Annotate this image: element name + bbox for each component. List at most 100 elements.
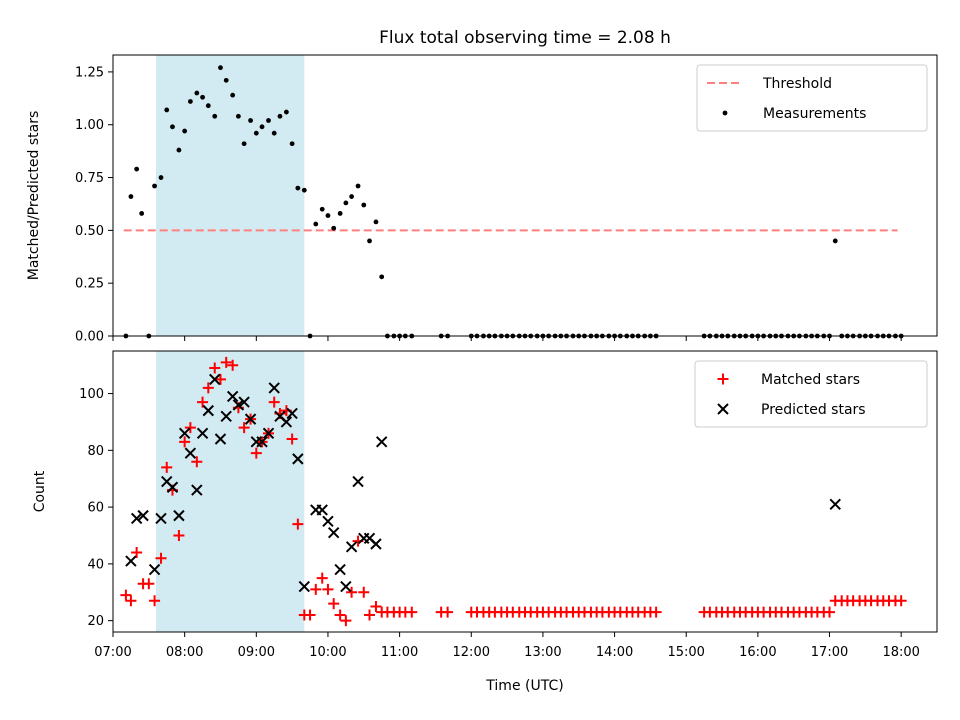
data-point: [358, 586, 370, 598]
data-point: [155, 512, 167, 525]
y-axis-label: Count: [32, 470, 48, 512]
data-point: [283, 109, 289, 115]
x-tick-label: 16:00: [739, 645, 776, 660]
data-point: [250, 447, 262, 459]
data-point: [349, 194, 355, 199]
data-point: [212, 113, 218, 119]
data-point: [364, 609, 376, 621]
data-point: [316, 572, 328, 584]
legend-box: [696, 64, 928, 132]
data-point: [173, 509, 185, 522]
data-point: [367, 238, 372, 244]
x-tick-label: 18:00: [882, 645, 919, 660]
data-point: [304, 609, 316, 621]
data-point: [241, 141, 247, 147]
data-point: [256, 436, 268, 448]
y-tick-label: 0.00: [75, 330, 104, 345]
x-tick-label: 10:00: [309, 645, 346, 660]
y-tick-label: 100: [79, 387, 104, 402]
data-point: [895, 595, 907, 607]
data-point: [128, 194, 134, 199]
data-point: [131, 547, 143, 559]
data-point: [248, 118, 253, 123]
data-point: [292, 453, 304, 465]
data-point: [125, 555, 137, 567]
data-point: [829, 498, 841, 510]
data-point: [184, 422, 196, 434]
data-point: [337, 211, 343, 216]
data-point: [230, 92, 236, 98]
series-matched-stars: [120, 356, 907, 627]
y-tick-label: 20: [87, 614, 104, 629]
y-tick-label: 0.75: [75, 171, 104, 186]
data-point: [148, 563, 161, 576]
data-point: [370, 538, 382, 550]
legend-label: Matched stars: [761, 372, 860, 388]
data-point: [355, 183, 361, 189]
x-axis-label: Time (UTC): [485, 678, 563, 694]
data-point: [238, 422, 250, 434]
observing-interval-band: [155, 55, 305, 336]
data-point: [176, 147, 182, 153]
data-point: [262, 427, 275, 440]
data-point: [194, 90, 200, 96]
y-tick-label: 40: [87, 557, 104, 572]
data-point: [316, 504, 328, 516]
data-point: [824, 606, 836, 618]
data-point: [232, 399, 245, 411]
data-point: [120, 589, 132, 601]
data-point: [319, 206, 325, 212]
data-point: [301, 187, 307, 193]
data-point: [200, 94, 205, 100]
series-measurements: [123, 65, 904, 339]
data-point: [223, 77, 229, 83]
top-panel-ratio: 0.00 0.25 0.50 0.75 1.00 1.25 Matched/Predicte…: [26, 54, 938, 345]
legend: Threshold Measurements: [696, 64, 928, 132]
x-tick-label: 09:00: [238, 645, 275, 660]
y-axis-label: Matched/Predicted stars: [26, 111, 42, 281]
data-point: [352, 475, 364, 488]
data-point: [158, 175, 164, 180]
data-point: [149, 595, 161, 607]
data-point: [235, 113, 241, 119]
data-point: [370, 600, 382, 612]
data-point: [277, 113, 283, 119]
data-point: [166, 481, 179, 493]
data-point: [191, 456, 203, 468]
y-tick-label: 60: [87, 501, 104, 516]
legend-label: Threshold: [762, 76, 832, 92]
data-point: [373, 219, 379, 225]
legend-label: Predicted stars: [761, 402, 866, 418]
data-point: [271, 130, 277, 136]
data-point: [220, 356, 232, 368]
data-point: [253, 130, 259, 136]
data-point: [340, 580, 352, 593]
data-point: [197, 396, 209, 408]
data-point: [184, 447, 197, 459]
data-point: [191, 484, 203, 496]
y-tick-label: 1.00: [75, 118, 104, 133]
data-point: [343, 200, 349, 206]
data-point: [202, 382, 214, 394]
data-point: [134, 166, 140, 172]
data-point: [164, 107, 170, 113]
data-point: [334, 563, 346, 576]
data-point: [328, 598, 340, 610]
chart-title: Flux total observing time = 2.08 h: [379, 28, 671, 48]
legend-label: Measurements: [763, 106, 866, 122]
x-tick-label: 14:00: [596, 645, 633, 660]
data-point: [173, 529, 185, 541]
data-point: [187, 99, 193, 104]
data-point: [161, 461, 173, 473]
data-point: [182, 128, 188, 134]
y-tick-label: 0.50: [75, 224, 104, 239]
data-point: [268, 382, 280, 394]
legend-swatch: [722, 110, 728, 116]
bottom-panel-counts: 20 40 60 80 100 07:00 08:00 09:00 10:00 11:00 12:0…: [32, 350, 938, 660]
data-point: [170, 124, 175, 130]
data-point: [346, 586, 358, 598]
data-point: [244, 413, 257, 425]
data-point: [361, 202, 367, 208]
x-tick-label: 12:00: [453, 645, 490, 660]
data-point: [375, 436, 388, 448]
